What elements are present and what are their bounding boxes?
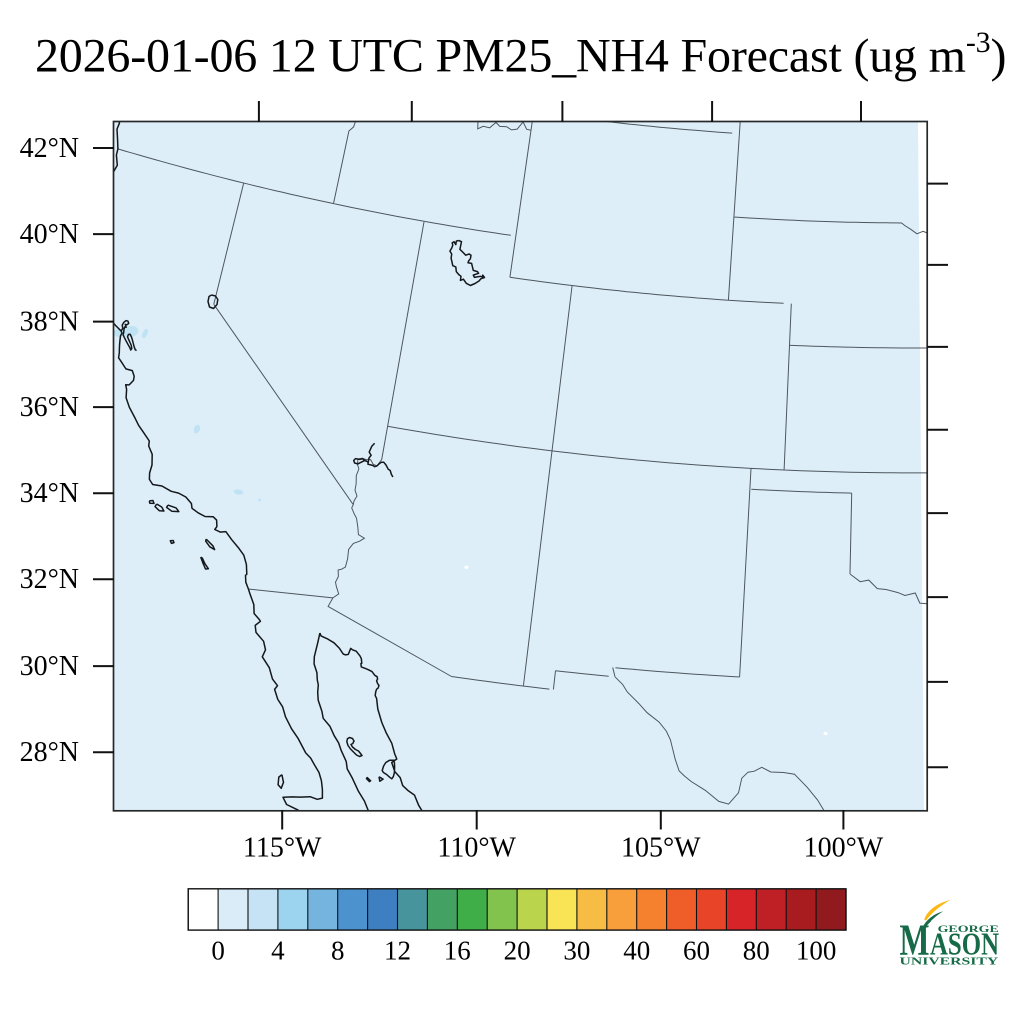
svg-text:ASON: ASON — [930, 926, 999, 962]
svg-text:42°N: 42°N — [20, 133, 79, 164]
svg-text:30°N: 30°N — [20, 651, 79, 682]
svg-text:2026-01-06 12 UTC PM25_NH4 For: 2026-01-06 12 UTC PM25_NH4 Forecast (ug … — [35, 26, 1006, 83]
svg-text:8: 8 — [331, 936, 345, 966]
svg-text:20: 20 — [504, 936, 531, 966]
svg-text:16: 16 — [444, 936, 471, 966]
svg-text:100: 100 — [796, 936, 837, 966]
svg-text:40°N: 40°N — [20, 219, 79, 250]
svg-text:0: 0 — [211, 936, 225, 966]
svg-text:110°W: 110°W — [437, 833, 516, 864]
svg-text:60: 60 — [683, 936, 710, 966]
svg-text:30: 30 — [563, 936, 590, 966]
svg-text:105°W: 105°W — [621, 833, 701, 864]
svg-text:36°N: 36°N — [20, 392, 79, 423]
svg-text:4: 4 — [271, 936, 285, 966]
svg-text:32°N: 32°N — [20, 564, 79, 595]
svg-text:38°N: 38°N — [20, 306, 79, 337]
svg-text:GEORGE: GEORGE — [938, 925, 999, 935]
svg-text:80: 80 — [743, 936, 770, 966]
svg-text:M: M — [900, 916, 930, 965]
svg-text:28°N: 28°N — [20, 737, 79, 768]
svg-text:34°N: 34°N — [20, 478, 79, 509]
svg-text:UNIVERSITY: UNIVERSITY — [900, 957, 999, 968]
svg-text:100°W: 100°W — [804, 833, 884, 864]
svg-text:115°W: 115°W — [243, 833, 322, 864]
svg-text:40: 40 — [623, 936, 650, 966]
svg-text:12: 12 — [384, 936, 411, 966]
